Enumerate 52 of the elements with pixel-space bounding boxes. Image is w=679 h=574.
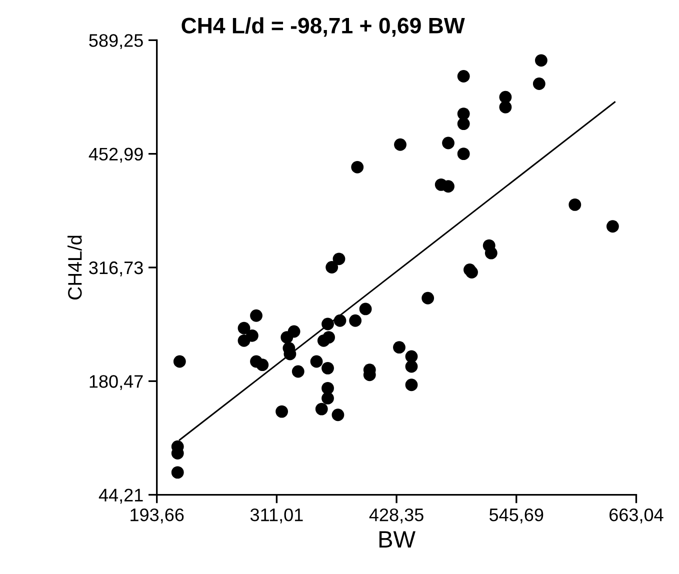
x-tick-label: 545,69 (489, 508, 544, 524)
point (276, 405, 288, 418)
point (351, 160, 364, 174)
point (238, 322, 250, 334)
point (326, 261, 338, 274)
y-axis-title: CH4L/d (68, 236, 82, 300)
point (334, 314, 346, 327)
point (173, 355, 186, 368)
y-tick-label: 589,25 (89, 34, 143, 50)
chart-title: CH4 L/d = -98,71 + 0,69 BW (182, 17, 465, 37)
point (534, 54, 548, 67)
x-tick-label: 663,04 (610, 508, 664, 524)
point (349, 314, 362, 327)
point (332, 408, 344, 422)
point (606, 220, 619, 233)
point (171, 466, 184, 479)
point (484, 246, 498, 260)
point (359, 302, 372, 316)
point (332, 252, 346, 266)
point (393, 341, 406, 354)
point (256, 358, 269, 372)
y-tick-label: 452,99 (88, 148, 143, 163)
point (405, 360, 418, 373)
point (322, 331, 335, 344)
y-tick-label: 316,73 (89, 261, 143, 276)
point (246, 329, 258, 342)
point (322, 318, 334, 330)
point (568, 198, 582, 211)
point (466, 266, 478, 278)
point (310, 355, 323, 368)
point (322, 362, 334, 374)
y-tick-label: 44,21 (98, 488, 143, 504)
point (405, 378, 418, 392)
point (250, 309, 262, 322)
point (499, 100, 512, 114)
point (422, 292, 434, 304)
x-axis-title: BW (379, 531, 416, 548)
point (322, 392, 334, 404)
point (442, 180, 454, 193)
x-tick-label: 428,35 (369, 508, 424, 524)
point (457, 148, 470, 160)
point (532, 78, 546, 90)
point (288, 325, 300, 338)
x-tick-label: 311,01 (250, 508, 303, 524)
y-tick-label: 180,47 (90, 375, 143, 390)
point (457, 118, 470, 130)
point (457, 70, 470, 82)
point (442, 136, 454, 150)
point (292, 365, 304, 378)
point (315, 402, 328, 416)
x-tick-label: 193,66 (130, 508, 184, 524)
point (394, 138, 406, 151)
